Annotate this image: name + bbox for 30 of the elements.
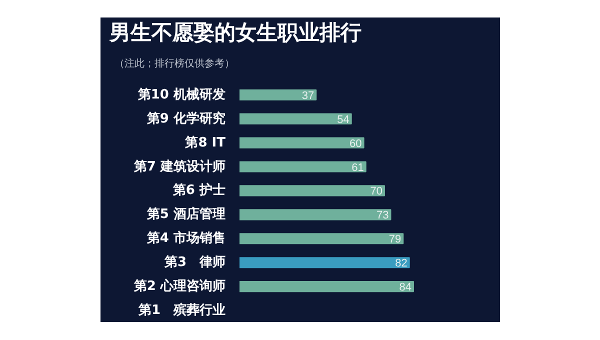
y-tick-label: 第2 心理咨询师 bbox=[132, 278, 226, 294]
y-tick-label: 第7 建筑设计师 bbox=[132, 159, 226, 174]
y-tick-label: 第8 IT bbox=[184, 135, 226, 150]
data-label: 82 bbox=[395, 258, 408, 270]
y-tick-label: 第9 化学研究 bbox=[146, 110, 226, 126]
chart-subtitle: （注此；排行榜仅供参考） bbox=[114, 58, 234, 70]
bar bbox=[240, 257, 410, 268]
y-tick-label: 第6 护士 bbox=[172, 182, 226, 198]
bar bbox=[240, 233, 404, 244]
bar bbox=[240, 89, 317, 100]
y-tick-label: 第4 市场销售 bbox=[146, 230, 226, 246]
y-tick-label: 第10 机械研发 bbox=[136, 87, 226, 102]
data-label: 70 bbox=[370, 186, 383, 198]
y-tick-label: 第5 酒店管理 bbox=[146, 206, 226, 222]
data-label: 79 bbox=[388, 234, 402, 246]
bar bbox=[240, 185, 385, 196]
bar bbox=[240, 137, 364, 148]
chart-title: 男生不愿娶的女生职业排行 bbox=[108, 20, 362, 44]
bar bbox=[240, 281, 414, 292]
data-label: 60 bbox=[350, 138, 362, 150]
bar bbox=[240, 161, 366, 172]
data-label: 73 bbox=[376, 210, 389, 222]
data-label: 54 bbox=[337, 114, 350, 126]
bar bbox=[240, 209, 392, 220]
y-tick-label: 第1 殡葬行业 bbox=[137, 302, 226, 318]
data-label: 84 bbox=[399, 282, 412, 294]
bar bbox=[240, 113, 352, 124]
data-label: 61 bbox=[352, 162, 364, 174]
data-label: 37 bbox=[302, 90, 314, 102]
y-tick-label: 第3 律师 bbox=[163, 255, 226, 270]
